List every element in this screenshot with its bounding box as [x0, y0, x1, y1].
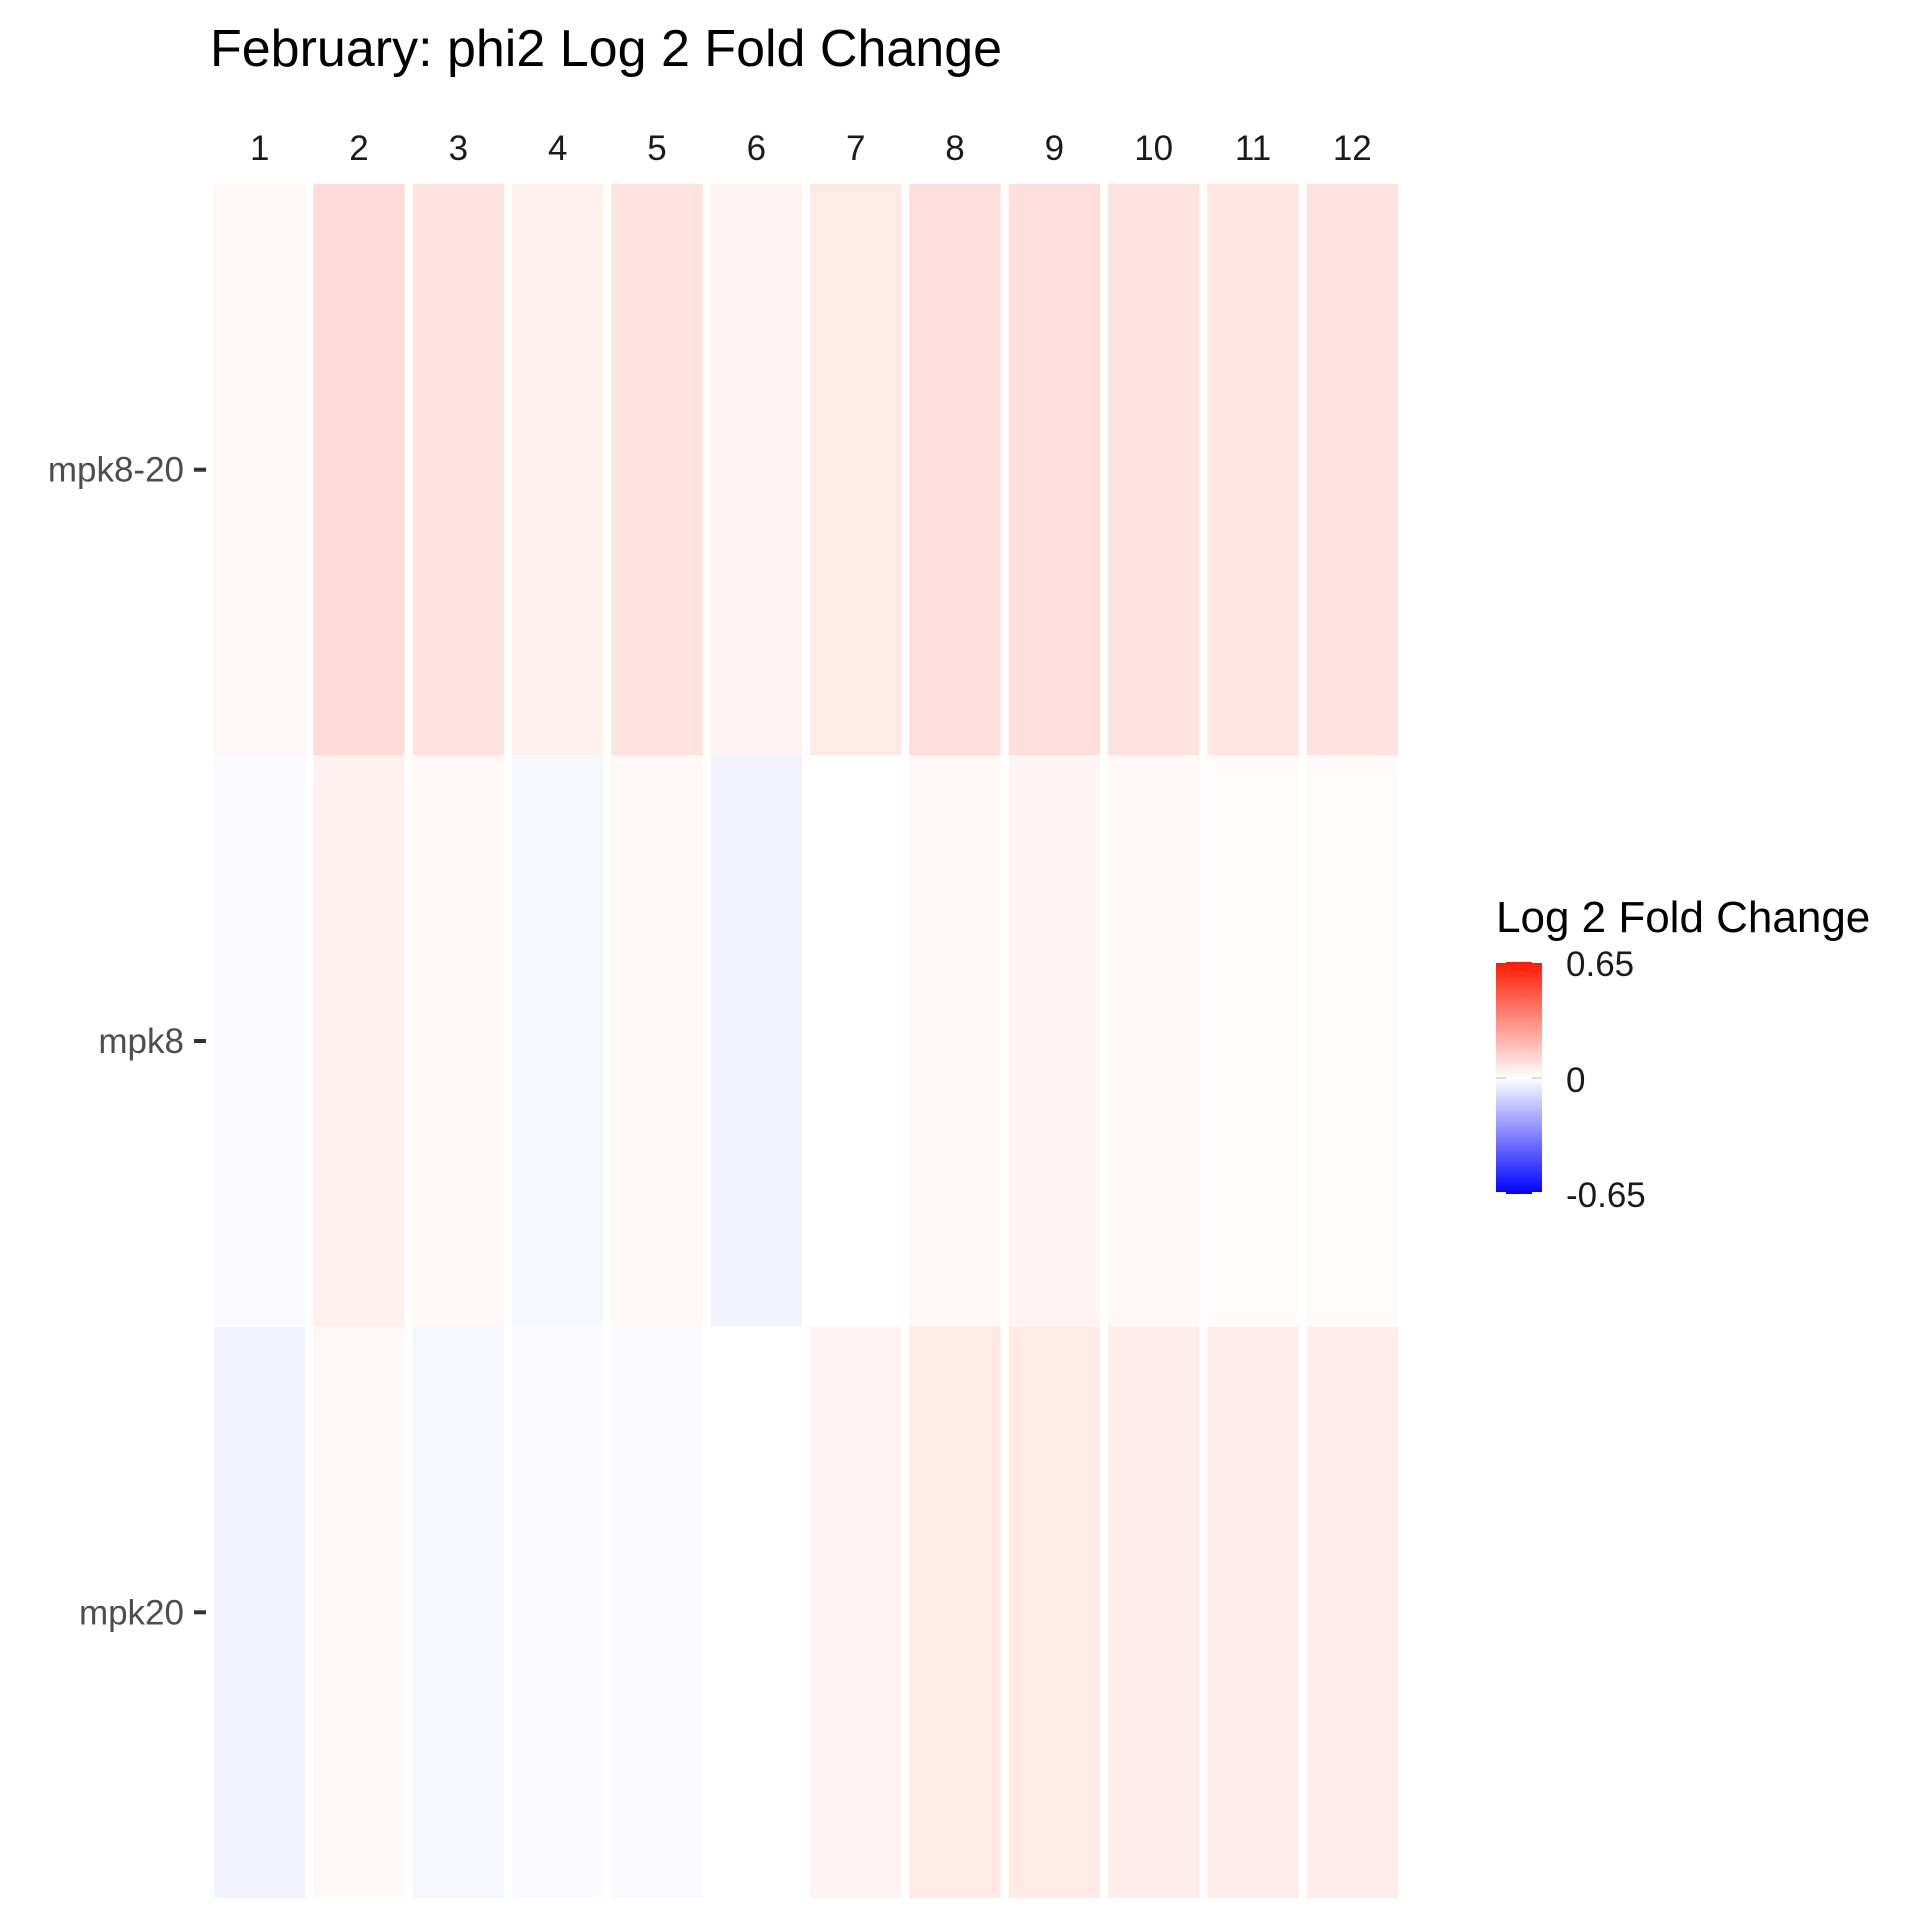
heatmap-cell-mpk8-2 — [313, 755, 405, 1327]
heatmap-cell-mpk20-3 — [412, 1326, 504, 1898]
heatmap-cell-mpk20-10 — [1108, 1326, 1200, 1898]
column-label-5: 5 — [647, 129, 666, 168]
heatmap-cell-mpk8-3 — [412, 755, 504, 1327]
heatmap-cell-mpk8-20-12 — [1306, 184, 1398, 756]
column-label-11: 11 — [1235, 129, 1271, 168]
legend: Log 2 Fold Change 0.65 0 -0.65 — [1496, 893, 1870, 1215]
heatmap-cells — [214, 184, 1398, 1898]
heatmap-cell-mpk8-1 — [214, 755, 306, 1327]
heatmap-cell-mpk8-10 — [1108, 755, 1200, 1327]
heatmap-cell-mpk20-2 — [313, 1326, 405, 1898]
column-label-10: 10 — [1134, 129, 1173, 168]
column-label-12: 12 — [1333, 129, 1372, 168]
heatmap-cell-mpk8-20-6 — [710, 184, 802, 756]
heatmap-cell-mpk8-4 — [512, 755, 604, 1327]
legend-label-max: 0.65 — [1566, 945, 1634, 984]
heatmap-cell-mpk20-11 — [1207, 1326, 1299, 1898]
heatmap-cell-mpk8-6 — [710, 755, 802, 1327]
column-label-3: 3 — [449, 129, 468, 168]
column-labels: 1 2 3 4 5 6 7 8 9 10 11 12 — [250, 129, 1372, 168]
column-label-7: 7 — [846, 129, 865, 168]
heatmap-cell-mpk8-20-4 — [512, 184, 604, 756]
legend-label-min: -0.65 — [1566, 1176, 1646, 1215]
heatmap-cell-mpk20-4 — [512, 1326, 604, 1898]
chart-title: February: phi2 Log 2 Fold Change — [210, 20, 1002, 78]
heatmap-cell-mpk8-7 — [810, 755, 902, 1327]
legend-label-mid: 0 — [1566, 1061, 1585, 1100]
heatmap-cell-mpk8-20-2 — [313, 184, 405, 756]
heatmap-cell-mpk8-5 — [611, 755, 703, 1327]
heatmap-cell-mpk8-20-9 — [1008, 184, 1100, 756]
heatmap-cell-mpk8-20-11 — [1207, 184, 1299, 756]
row-label-mpk8: mpk8 — [98, 1022, 184, 1061]
column-label-6: 6 — [747, 129, 766, 168]
heatmap-cell-mpk8-20-10 — [1108, 184, 1200, 756]
column-label-4: 4 — [548, 129, 567, 168]
heatmap-cell-mpk8-20-1 — [214, 184, 306, 756]
column-label-1: 1 — [250, 129, 269, 168]
heatmap-cell-mpk20-7 — [810, 1326, 902, 1898]
row-label-mpk8-20: mpk8-20 — [48, 451, 184, 490]
column-label-9: 9 — [1045, 129, 1064, 168]
heatmap-cell-mpk8-20-3 — [412, 184, 504, 756]
heatmap-cell-mpk20-1 — [214, 1326, 306, 1898]
row-labels: mpk8-20 mpk8 mpk20 — [48, 451, 206, 1632]
heatmap-cell-mpk20-9 — [1008, 1326, 1100, 1898]
column-label-8: 8 — [945, 129, 964, 168]
heatmap-cell-mpk20-12 — [1306, 1326, 1398, 1898]
heatmap-cell-mpk8-11 — [1207, 755, 1299, 1327]
heatmap-cell-mpk20-8 — [909, 1326, 1001, 1898]
heatmap-cell-mpk20-6 — [710, 1326, 802, 1898]
heatmap-cell-mpk8-20-8 — [909, 184, 1001, 756]
heatmap-cell-mpk8-8 — [909, 755, 1001, 1327]
heatmap-cell-mpk20-5 — [611, 1326, 703, 1898]
heatmap-cell-mpk8-20-5 — [611, 184, 703, 756]
heatmap-cell-mpk8-12 — [1306, 755, 1398, 1327]
legend-title: Log 2 Fold Change — [1496, 893, 1870, 942]
heatmap-cell-mpk8-9 — [1008, 755, 1100, 1327]
heatmap-cell-mpk8-20-7 — [810, 184, 902, 756]
row-label-mpk20: mpk20 — [79, 1593, 184, 1632]
column-label-2: 2 — [349, 129, 368, 168]
